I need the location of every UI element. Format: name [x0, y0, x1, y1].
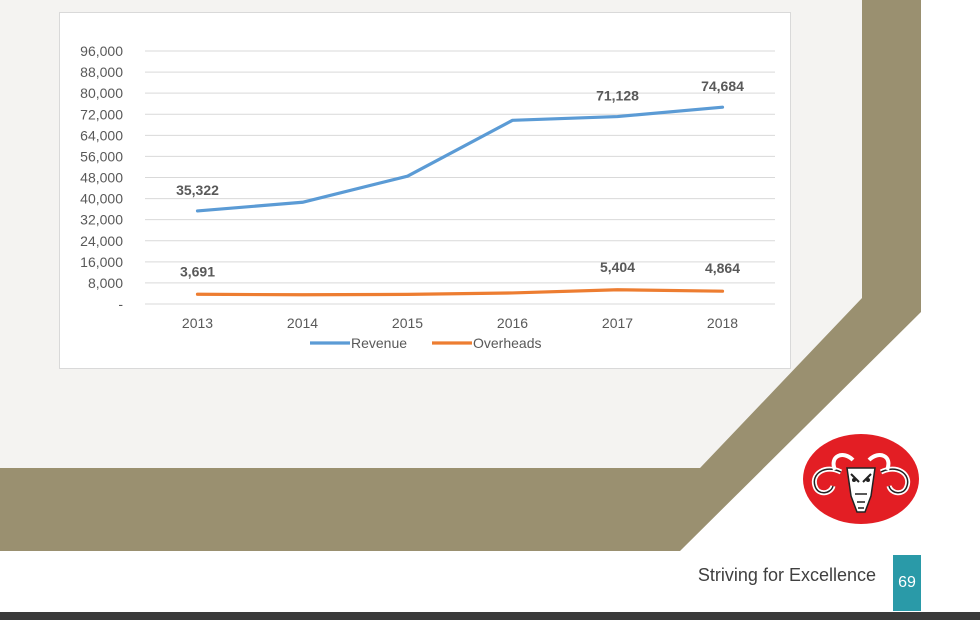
frame-band: [0, 0, 921, 551]
line-chart: - 8,000 16,000 24,000 32,000 40,000 48,000 56,0…: [80, 43, 775, 351]
chart-card: - 8,000 16,000 24,000 32,000 40,000 48,000 56,0…: [59, 12, 791, 369]
series-line-revenue: [195, 105, 725, 213]
legend-label: Revenue: [351, 335, 407, 351]
x-tick-label: 2017: [602, 315, 633, 331]
data-label: 35,322: [176, 182, 219, 198]
series-line-overheads: [195, 288, 725, 297]
ram-head-icon: [803, 434, 919, 529]
y-axis-ticks: - 8,000 16,000 24,000 32,000 40,000 48,000 56,0…: [80, 43, 123, 312]
y-tick-label: 8,000: [88, 275, 123, 291]
y-tick-label: 48,000: [80, 170, 123, 186]
footer-tagline: Striving for Excellence: [697, 565, 876, 585]
y-tick-label: -: [118, 296, 123, 312]
grid-lines: [145, 50, 775, 305]
y-tick-label: 32,000: [80, 212, 123, 228]
y-tick-label: 88,000: [80, 64, 123, 80]
x-tick-label: 2014: [287, 315, 318, 331]
data-label: 74,684: [701, 78, 744, 94]
x-tick-label: 2016: [497, 315, 528, 331]
x-tick-label: 2013: [182, 315, 213, 331]
y-tick-label: 96,000: [80, 43, 123, 59]
page-number: 69: [893, 555, 921, 611]
x-tick-label: 2018: [707, 315, 738, 331]
data-label: 4,864: [705, 260, 740, 276]
data-label: 5,404: [600, 259, 635, 275]
y-tick-label: 64,000: [80, 127, 123, 143]
x-tick-label: 2015: [392, 315, 423, 331]
series-lines: [195, 105, 725, 297]
y-tick-label: 56,000: [80, 148, 123, 164]
data-label: 3,691: [180, 263, 215, 279]
y-tick-label: 24,000: [80, 233, 123, 249]
legend: Revenue Overheads: [310, 335, 541, 351]
data-label: 71,128: [596, 88, 639, 104]
y-tick-label: 40,000: [80, 191, 123, 207]
y-tick-label: 72,000: [80, 106, 123, 122]
y-tick-label: 16,000: [80, 254, 123, 270]
legend-label: Overheads: [473, 335, 541, 351]
data-labels: 35,322 71,128 74,684 3,691 5,404 4,864: [176, 78, 744, 279]
x-axis-ticks: 2013 2014 2015 2016 2017 2018: [182, 315, 738, 331]
bottom-bar: [0, 612, 980, 620]
y-tick-label: 80,000: [80, 85, 123, 101]
